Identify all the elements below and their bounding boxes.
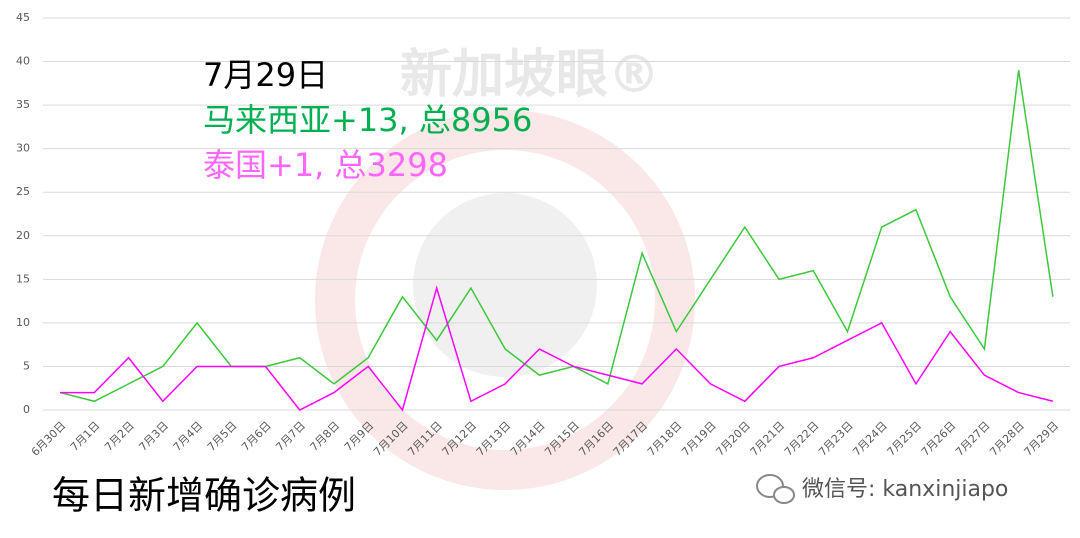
x-tick-label: 7月7日 (273, 419, 308, 454)
y-tick-label: 35 (16, 98, 30, 111)
y-tick-label: 15 (16, 272, 30, 285)
x-tick-label: 7月23日 (816, 419, 856, 459)
x-tick-label: 7月5日 (205, 419, 240, 454)
x-tick-label: 7月21日 (748, 419, 788, 459)
y-tick-label: 40 (16, 55, 30, 68)
x-tick-label: 7月27日 (953, 419, 993, 459)
series-line (60, 285, 1054, 412)
x-tick-label: 7月24日 (850, 419, 890, 459)
x-tick-label: 7月28日 (987, 419, 1027, 459)
wechat-icon (756, 474, 795, 504)
annotation: 7月29日 (203, 56, 328, 94)
x-tick-label: 7月19日 (679, 419, 719, 459)
watermark: 新加坡眼® (400, 45, 660, 105)
y-tick-label: 20 (16, 229, 30, 242)
x-tick-label: 7月29日 (1022, 419, 1062, 459)
x-tick-label: 7月1日 (68, 419, 103, 454)
x-tick-label: 7月2日 (102, 419, 137, 454)
y-tick-label: 25 (16, 185, 30, 198)
watermark-dot (413, 193, 597, 377)
x-tick-label: 6月30日 (29, 419, 69, 459)
watermark-ring (315, 110, 695, 490)
x-tick-label: 7月26日 (919, 419, 959, 459)
annotation: 马来西亚+13, 总8956 (203, 101, 532, 139)
y-tick-label: 0 (23, 403, 30, 416)
x-tick-label: 7月18日 (645, 419, 685, 459)
annotation: 泰国+1, 总3298 (203, 146, 448, 184)
x-tick-label: 7月25日 (885, 419, 925, 459)
x-tick-label: 7月3日 (136, 419, 171, 454)
y-tick-label: 45 (16, 11, 30, 24)
x-tick-label: 7月6日 (239, 419, 274, 454)
wechat-id: 微信号: kanxinjiapo (802, 477, 1008, 502)
x-tick-label: 7月22日 (782, 419, 822, 459)
y-tick-label: 10 (16, 316, 30, 329)
caption: 每日新增确诊病例 (52, 474, 356, 518)
series-line (59, 70, 1054, 403)
y-tick-label: 5 (23, 359, 30, 372)
x-tick-label: 7月20日 (713, 419, 753, 459)
x-tick-label: 7月8日 (308, 419, 343, 454)
x-tick-label: 7月4日 (171, 419, 206, 454)
y-tick-label: 30 (16, 142, 30, 155)
